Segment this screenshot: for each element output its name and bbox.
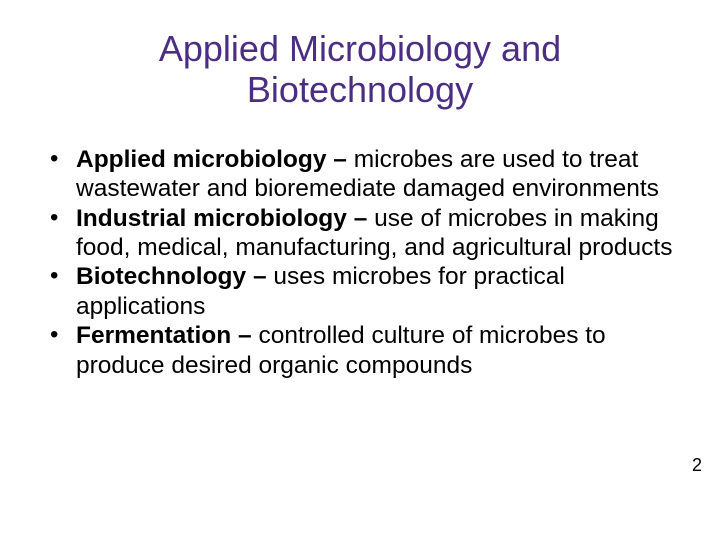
list-item: Fermentation – controlled culture of mic…: [46, 321, 674, 380]
bullet-term: Applied microbiology: [76, 146, 326, 173]
bullet-sep: –: [347, 205, 374, 232]
bullet-sep: –: [231, 322, 258, 349]
list-item: Industrial microbiology – use of microbe…: [46, 204, 674, 263]
bullet-sep: –: [326, 146, 353, 173]
bullet-sep: –: [246, 263, 273, 290]
bullet-term: Fermentation: [76, 322, 231, 349]
bullet-term: Biotechnology: [76, 263, 246, 290]
bullet-list: Applied microbiology – microbes are used…: [46, 145, 674, 380]
slide-title: Applied Microbiology and Biotechnology: [46, 28, 674, 111]
slide: Applied Microbiology and Biotechnology A…: [0, 0, 720, 540]
list-item: Applied microbiology – microbes are used…: [46, 145, 674, 204]
bullet-term: Industrial microbiology: [76, 205, 347, 232]
page-number: 2: [692, 455, 702, 476]
list-item: Biotechnology – uses microbes for practi…: [46, 262, 674, 321]
